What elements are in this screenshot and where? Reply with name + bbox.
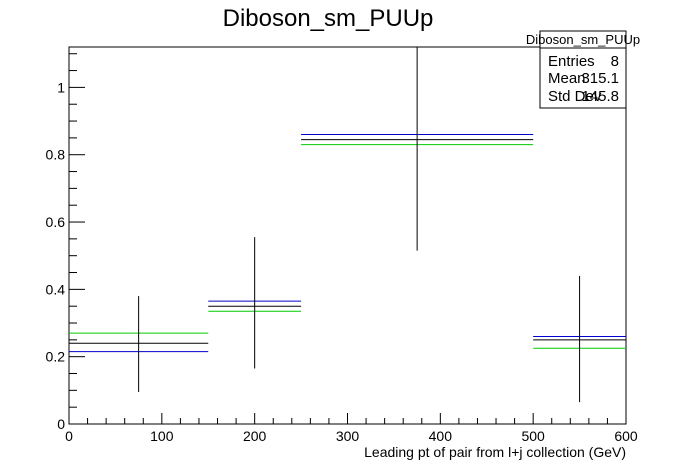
stats-box-title: Diboson_sm_PUUp — [526, 32, 640, 47]
x-axis-ticks — [68, 413, 627, 424]
stats-entries-value: 8 — [611, 53, 619, 70]
y-tick-label: 0.6 — [46, 214, 66, 230]
histogram-bins — [69, 47, 626, 403]
y-tick-label: 0.8 — [46, 147, 66, 163]
x-tick-label: 0 — [65, 428, 73, 444]
x-tick-label: 200 — [243, 428, 267, 444]
y-tick-label: 1 — [57, 79, 65, 95]
x-tick-label: 400 — [429, 428, 453, 444]
x-tick-label: 100 — [150, 428, 174, 444]
stats-mean-value: 315.1 — [581, 70, 619, 87]
stats-entries-label: Entries — [548, 53, 595, 70]
chart-title: Diboson_sm_PUUp — [223, 5, 434, 32]
y-axis-tick-labels: 0 0.2 0.4 0.6 0.8 1 — [46, 79, 66, 432]
y-tick-label: 0.4 — [46, 281, 66, 297]
x-axis-label: Leading pt of pair from l+j collection (… — [364, 444, 626, 460]
stats-mean-label: Mean — [548, 70, 586, 87]
stats-stddev-value: 145.8 — [581, 88, 619, 105]
x-tick-label: 500 — [521, 428, 545, 444]
x-axis-tick-labels: 0 100 200 300 400 500 600 — [65, 428, 638, 444]
x-tick-label: 600 — [614, 428, 638, 444]
stats-box: Diboson_sm_PUUp Entries 8 Mean 315.1 Std… — [526, 30, 640, 109]
y-tick-label: 0.2 — [46, 349, 66, 365]
y-tick-label: 0 — [57, 416, 65, 432]
y-axis-ticks — [69, 53, 85, 425]
x-tick-label: 300 — [336, 428, 360, 444]
stats-stddev-label: Std Dev — [548, 88, 602, 105]
